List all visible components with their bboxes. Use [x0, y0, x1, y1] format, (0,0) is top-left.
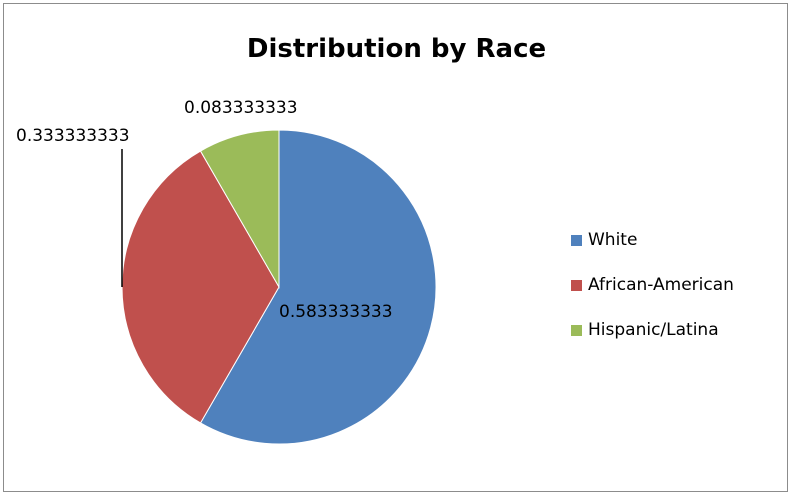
legend-item-white: White	[571, 230, 734, 250]
chart-area: Distribution by Race 0.583333333 0.333333…	[3, 3, 788, 492]
pie-chart: 0.583333333 0.333333333 0.083333333	[16, 98, 437, 445]
data-label-white: 0.583333333	[279, 302, 393, 322]
data-label-hispanic-latina: 0.083333333	[184, 98, 298, 118]
data-label-african-american: 0.333333333	[16, 126, 130, 146]
legend-swatch-white	[571, 234, 582, 246]
legend-label-african-american: African-American	[588, 275, 734, 295]
legend-swatch-hispanic-latina	[571, 324, 582, 336]
legend-item-hispanic-latina: Hispanic/Latina	[571, 320, 734, 340]
pie-slice-white	[199, 129, 437, 445]
legend: White African-American Hispanic/Latina	[571, 230, 734, 365]
pie-slice-hispanic-latina	[199, 129, 280, 289]
legend-swatch-african-american	[571, 279, 582, 291]
chart-title: Distribution by Race	[246, 34, 547, 64]
legend-label-hispanic-latina: Hispanic/Latina	[588, 320, 719, 340]
legend-label-white: White	[588, 230, 638, 250]
legend-item-african-american: African-American	[571, 275, 734, 295]
